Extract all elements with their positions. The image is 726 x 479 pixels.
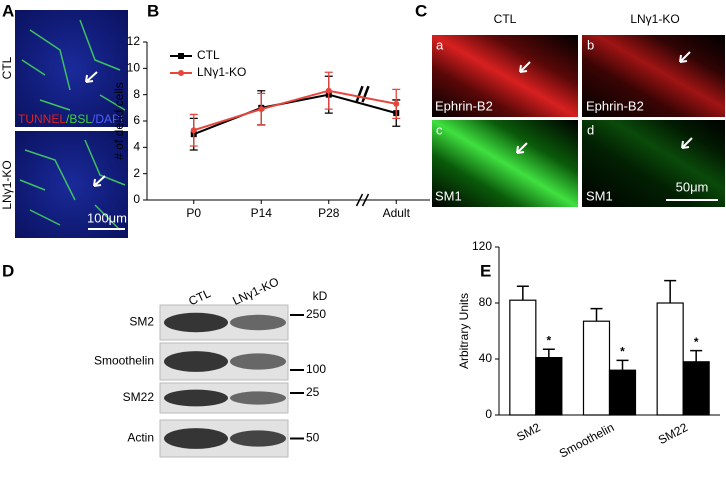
stain: /BSL <box>66 112 92 126</box>
y-axis-label: Arbitrary Units <box>457 293 471 369</box>
bar <box>535 357 563 416</box>
marker-label: Ephrin-B2 <box>435 98 493 113</box>
bar <box>509 299 537 416</box>
band <box>230 391 286 405</box>
band <box>164 312 228 333</box>
band <box>230 314 286 331</box>
panel-label: D <box>2 261 14 280</box>
size-label: 25 <box>306 385 320 399</box>
y-tick-label: 0 <box>485 407 492 421</box>
legend-marker <box>178 70 184 76</box>
x-tick-label: SM22 <box>656 420 691 447</box>
error-bar <box>616 359 629 371</box>
micrograph <box>432 120 578 207</box>
stain-label: TUNNEL/BSL/DAPI <box>18 112 123 126</box>
row-label: CTL <box>0 56 14 79</box>
sub-label: c <box>436 122 443 137</box>
y-tick-label: 10 <box>127 61 141 75</box>
y-tick-label: 8 <box>133 87 140 101</box>
stain: TUNNEL <box>18 112 66 126</box>
series-line <box>193 93 397 136</box>
y-tick-label: 12 <box>127 34 141 48</box>
axis-break <box>355 85 370 103</box>
marker-label: Ephrin-B2 <box>586 98 644 113</box>
panel-label: A <box>2 1 14 20</box>
protein-label: SM22 <box>123 390 155 404</box>
protein-label: Actin <box>127 431 154 445</box>
error-bar <box>664 279 677 303</box>
micrograph <box>582 35 725 117</box>
panel-a: CTL LNγ1-KO TUNNEL/BSL/DAPI 100μm <box>0 10 128 238</box>
band <box>230 353 286 370</box>
band <box>230 430 286 447</box>
row-label: LNγ1-KO <box>0 160 14 209</box>
bar <box>656 302 684 416</box>
panel-label: E <box>480 261 491 280</box>
band <box>164 428 228 449</box>
marker-label: SM1 <box>435 188 462 203</box>
legend-marker <box>178 53 184 59</box>
scale-label: 50μm <box>676 179 709 194</box>
sub-label: b <box>587 37 594 52</box>
y-tick-label: 80 <box>479 295 493 309</box>
error-bar <box>542 348 555 358</box>
micrograph <box>432 35 578 117</box>
panel-label: C <box>415 1 427 20</box>
significance: * <box>620 345 625 359</box>
y-tick-label: 0 <box>133 192 140 206</box>
protein-label: SM2 <box>129 315 154 329</box>
legend-label: LNγ1-KO <box>197 65 246 79</box>
size-label: 100 <box>306 362 326 376</box>
stain: /DAPI <box>92 112 123 126</box>
error-bar <box>690 349 703 362</box>
protein-label: Smoothelin <box>94 354 154 368</box>
panel-label: B <box>147 1 159 20</box>
band <box>164 351 228 372</box>
point <box>393 100 400 107</box>
significance: * <box>546 333 551 347</box>
unit-label: kD <box>313 289 328 303</box>
panel-c: CTL LNγ1-KO a b c d Ephrin-B2 Ephrin-B2 … <box>432 12 725 207</box>
y-tick-label: 120 <box>472 239 492 253</box>
micrograph <box>582 120 725 207</box>
sub-label: a <box>436 37 444 52</box>
point <box>190 127 197 134</box>
size-label: 250 <box>306 307 326 321</box>
error-bar <box>516 285 529 301</box>
y-tick-label: 2 <box>133 166 140 180</box>
x-tick-label: Smoothelin <box>557 420 617 461</box>
lane-label: LNγ1-KO <box>230 274 281 308</box>
point <box>325 87 332 94</box>
x-tick-label: P14 <box>251 206 273 220</box>
legend-label: CTL <box>197 48 220 62</box>
bar <box>582 320 611 416</box>
sub-label: d <box>587 122 594 137</box>
x-tick-label: P28 <box>318 206 340 220</box>
column-label: LNγ1-KO <box>630 12 679 26</box>
micrograph <box>15 10 128 127</box>
band <box>164 389 228 407</box>
point <box>258 106 265 113</box>
column-label: CTL <box>494 12 517 26</box>
x-tick-label: Adult <box>383 206 411 220</box>
bar <box>682 361 710 416</box>
scale-label: 100μm <box>87 210 127 225</box>
y-tick-label: 4 <box>133 140 140 154</box>
y-tick-label: 6 <box>133 113 140 127</box>
x-tick-label: P0 <box>186 206 201 220</box>
axis-break <box>355 193 370 207</box>
x-tick-label: SM2 <box>514 420 543 444</box>
bar <box>608 369 637 416</box>
significance: * <box>694 335 699 349</box>
y-tick-label: 40 <box>479 351 493 365</box>
marker-label: SM1 <box>586 188 613 203</box>
series-line <box>193 89 397 132</box>
size-label: 50 <box>306 431 320 445</box>
error-bar <box>590 307 603 322</box>
y-axis-label: # of dead cells <box>112 82 126 159</box>
